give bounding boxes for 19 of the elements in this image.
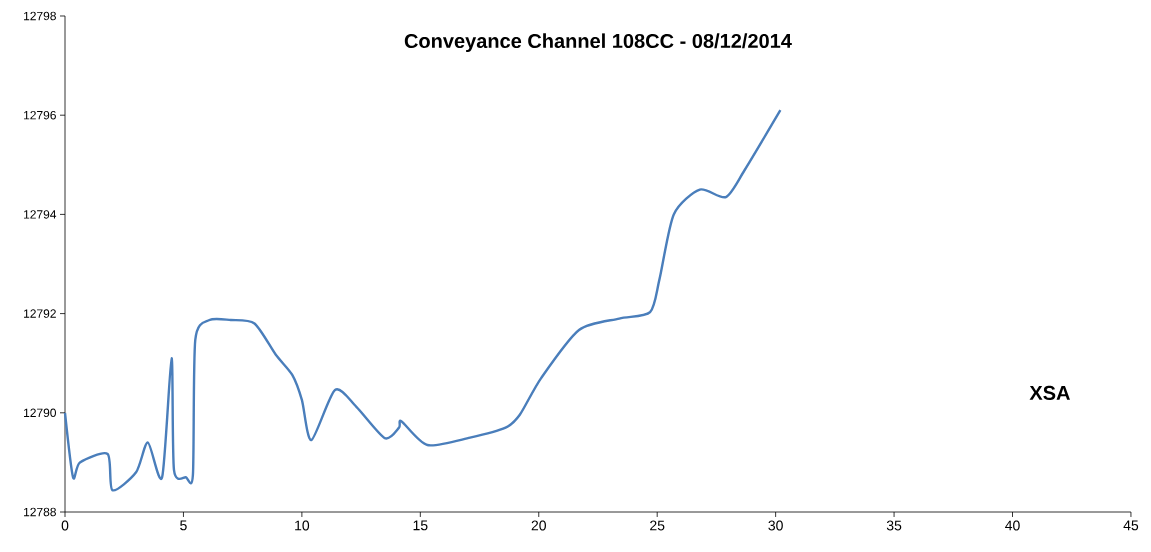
x-tick-label: 45	[1123, 520, 1139, 531]
y-tick-label: 12788	[24, 507, 56, 517]
x-tick-label: 20	[531, 520, 546, 531]
x-tick-label: 5	[180, 520, 187, 531]
y-tick-label: 12798	[24, 11, 56, 21]
y-tick-label: 12794	[24, 210, 57, 219]
y-tick-label: 12792	[24, 309, 56, 318]
x-tick-label: 0	[61, 520, 69, 531]
x-tick-label: 25	[650, 520, 665, 531]
y-tick-label: 12796	[24, 110, 56, 120]
x-tick-label: 35	[886, 520, 902, 531]
x-tick-label: 30	[768, 520, 783, 531]
x-tick-label: 10	[295, 520, 310, 531]
y-tick-label: 12790	[24, 408, 56, 418]
x-tick-label: 40	[1005, 520, 1020, 531]
annotation: XSA	[1029, 385, 1070, 401]
x-tick-label: 15	[413, 520, 428, 531]
text: Conveyance Channel 108CC - 08/12/2014	[404, 33, 792, 53]
line-series	[63, 109, 782, 492]
